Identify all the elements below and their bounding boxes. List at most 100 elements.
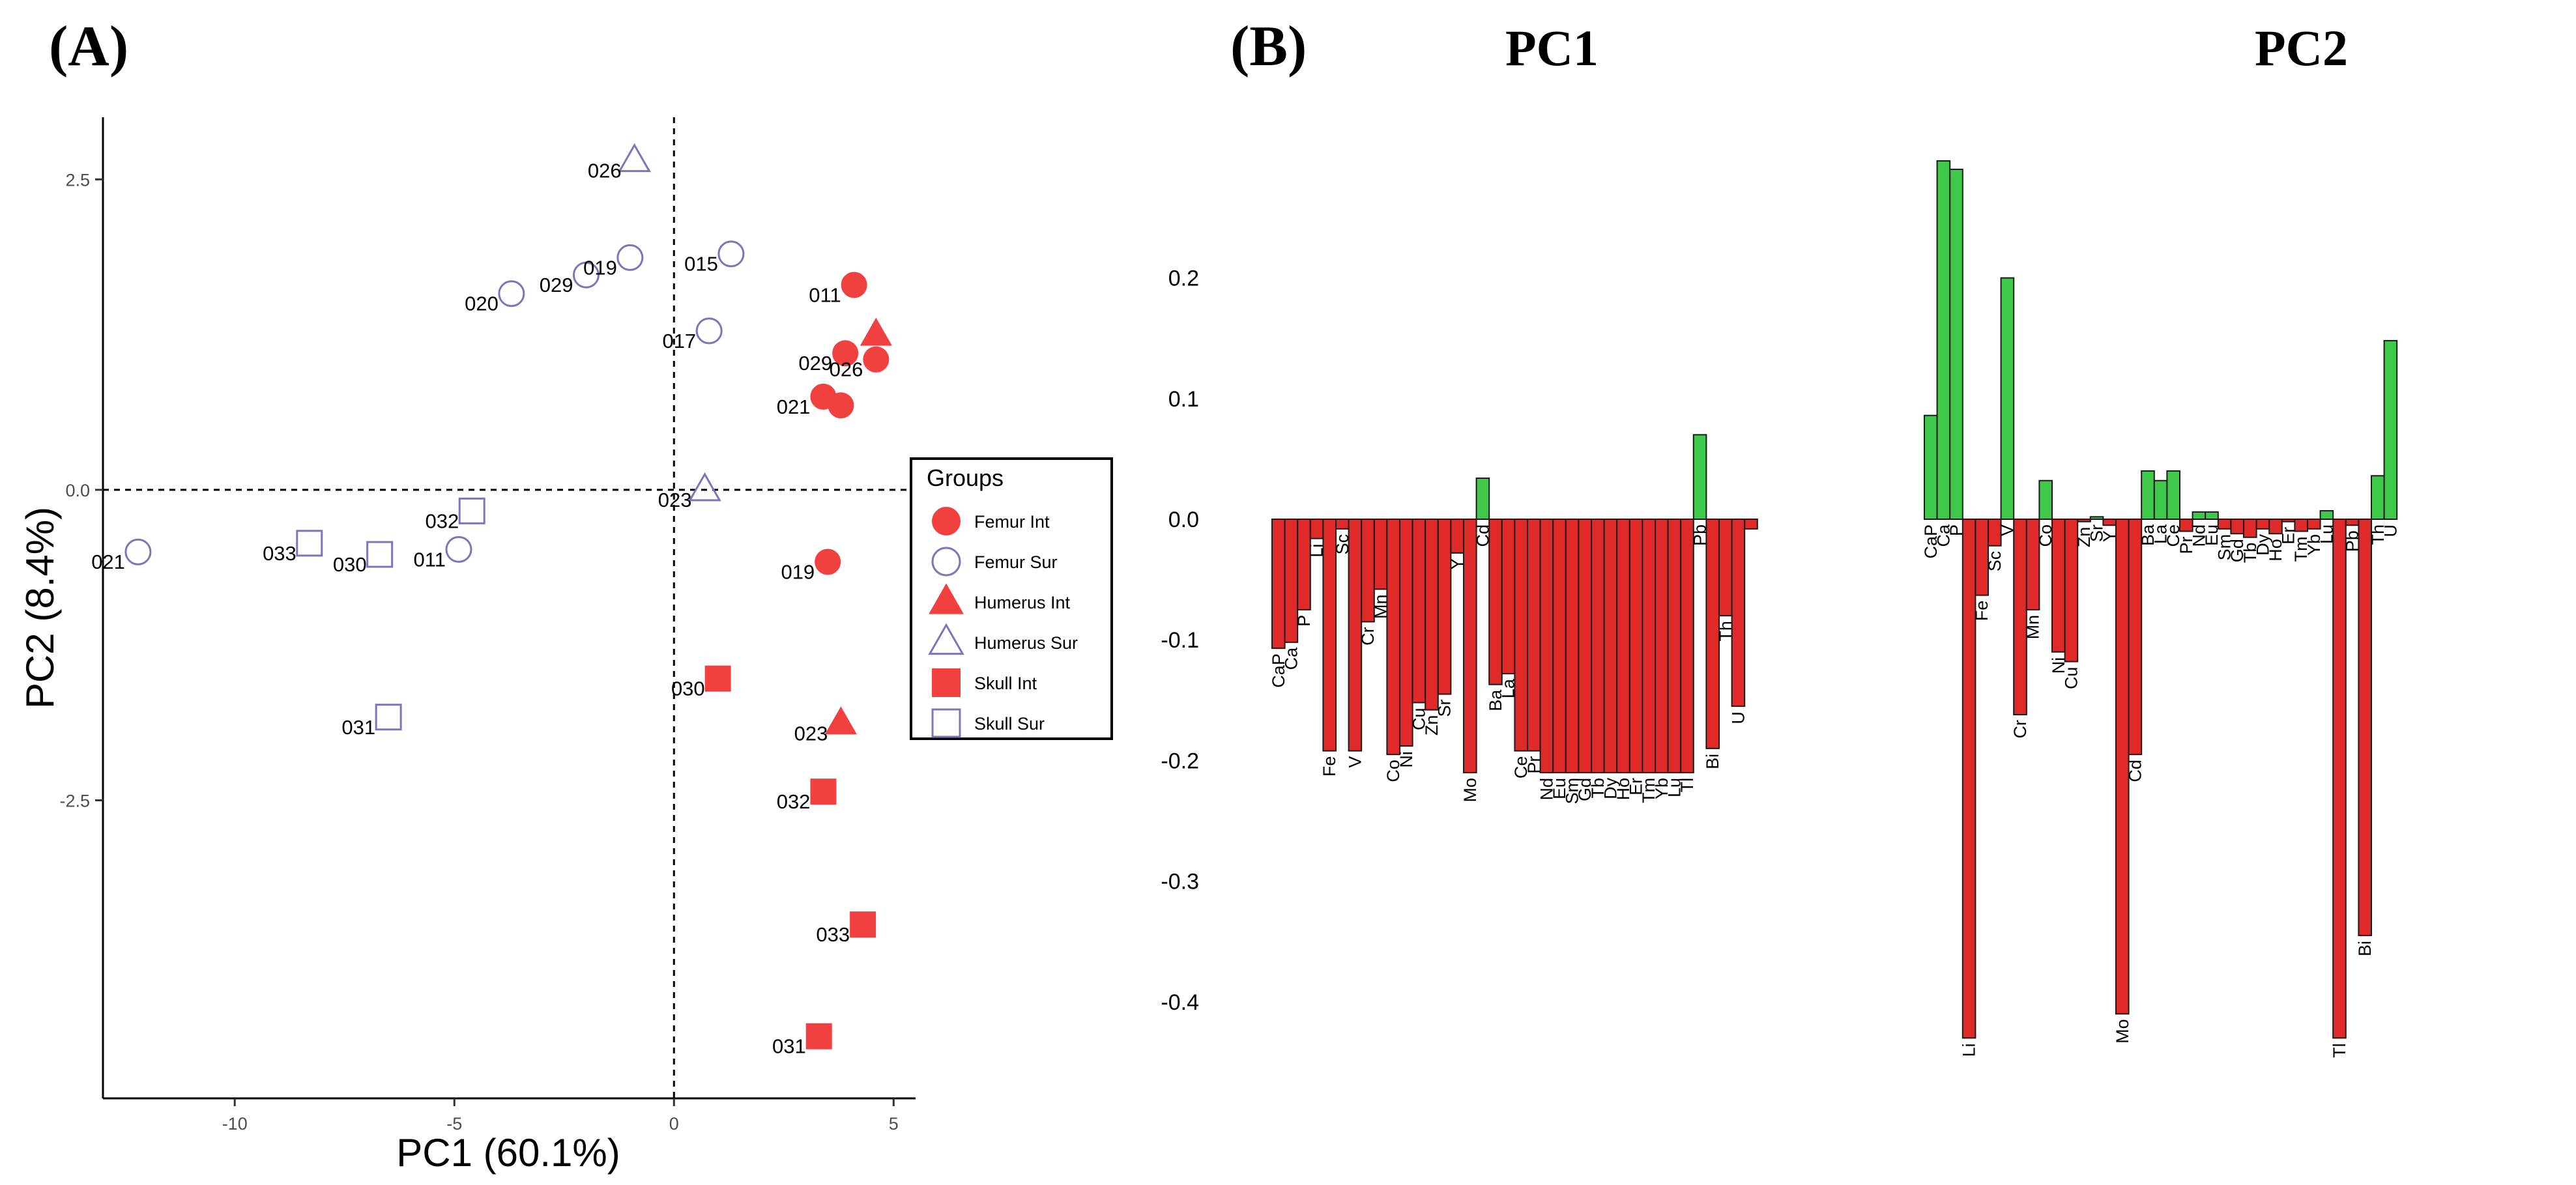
pc1-bar [1655,519,1669,773]
pc2-element-label: Mn [2023,615,2043,640]
pc2-bar [2383,339,2398,520]
scatter-point [618,143,651,173]
pc2-bar [1988,519,2002,547]
point-label: 020 [465,293,499,315]
x-tick-label: 5 [889,1114,899,1134]
pc2-bar [2013,519,2027,716]
panel-a-label: (A) [49,15,128,78]
pc2-element-label: Bi [2355,941,2375,956]
pc1-bar [1527,519,1541,752]
pc1-bar [1411,519,1426,704]
pc2-element-label: Dy [2253,534,2272,555]
pc2-element-label: Nd [2189,524,2208,547]
pc1-bar [1680,519,1694,773]
pc1-element-label: Ho [1614,778,1633,801]
pc2-bar [2179,519,2193,532]
x-tick-label: -5 [446,1114,462,1134]
legend-key [928,623,964,655]
point-label: 033 [263,542,297,565]
scatter-point [498,280,525,307]
y-tick-label: 0.0 [65,481,90,500]
pc1-element-label: Mo [1460,778,1480,803]
pc1-bar [1603,519,1618,773]
pc2-element-label: Ho [2266,539,2285,562]
point-label: 032 [425,509,459,532]
bar-y-tick-label: 0.0 [1168,507,1199,532]
loadings-bar-charts: 0.20.10.0-0.1-0.2-0.3-0.4 CaPCaPLiFeScVC… [1161,160,2400,1058]
pc2-bar [2268,519,2283,535]
pc2-bar [2332,519,2347,1039]
pc2-bar [2294,519,2308,532]
pc2-element-label: Cd [2125,760,2145,782]
pc2-element-label: P [1946,524,1966,536]
legend-key [932,668,961,697]
pc2-element-label: V [1997,524,2017,536]
pc1-element-label: Eu [1550,778,1569,799]
pc1-bar [1667,519,1682,773]
pc1-element-label: Yb [1652,778,1672,799]
pc1-bar [1744,519,1758,530]
pc2-bar [2281,519,2296,522]
pc2-element-label: Y [2100,530,2119,542]
y-tick-label: -2.5 [59,791,90,810]
pc2-bar [2051,519,2066,653]
pc2-element-label: Sm [2215,534,2235,561]
pc1-element-label: Nd [1537,778,1556,801]
pc1-bar [1692,434,1707,520]
point-label: 030 [671,678,705,700]
pc2-bar [2102,519,2117,526]
pc2-bar [2077,519,2091,522]
scatter-point [572,261,600,289]
pc1-bar [1628,519,1643,773]
point-label: 021 [777,395,811,418]
pc2-bar [2141,470,2155,520]
pc1-bar [1488,519,1503,685]
point-label: 026 [588,160,622,182]
pc2-bar [2089,516,2104,521]
pc2-bar-chart: CaPCaPLiFeScVCrMnCoNiCuZnSrYMoCdBaLaCePr… [1921,160,2400,1058]
pc2-title: PC2 [2255,20,2348,76]
point-label: 011 [414,548,446,571]
pc1-element-label: Fe [1320,756,1339,777]
x-ticks: -10 -5 0 5 [222,1098,899,1134]
pc2-element-label: Li [1960,1043,1979,1057]
pc1-element-label: Ce [1511,756,1531,779]
pc2-bar [2166,470,2180,520]
pc1-element-label: Sm [1563,778,1582,805]
pc2-element-label: Tl [2330,1043,2349,1058]
pc1-bar [1731,519,1746,707]
scatter-points [124,143,892,1049]
pc1-bar [1271,519,1286,650]
pc2-bar [2064,519,2079,663]
pc1-element-label: Y [1447,558,1467,570]
pc1-bar [1552,519,1567,773]
pc1-bar [1437,519,1452,695]
legend-label: Femur Sur [974,552,1058,572]
pc1-bar [1591,519,1605,773]
pc2-element-label: Ba [2138,524,2158,546]
scatter-point [695,317,723,345]
point-labels: 0110260290210190150190290200170110210230… [91,160,863,1058]
bar-y-tick-label: 0.1 [1168,387,1199,412]
pc2-element-label: Ca [1933,524,1953,547]
legend-label: Skull Int [974,674,1037,693]
point-label: 021 [91,550,125,573]
pc2-element-label: U [2381,524,2400,537]
scatter-point [717,240,745,268]
pc2-element-label: Tb [2240,543,2260,564]
pc1-element-label: Li [1307,544,1327,558]
pc2-bar [2307,519,2321,530]
pc2-element-label: Sc [1985,551,2004,572]
pc1-element-label: P [1294,615,1314,627]
pc2-element-label: CaP [1921,524,1941,559]
pc2-element-label: Zn [2074,527,2094,548]
point-label: 011 [809,283,841,306]
pc2-bar [2000,277,2015,520]
pc2-element-label: Cu [2061,667,2081,690]
pc2-element-label: Yb [2304,534,2324,556]
legend-label: Skull Sur [974,714,1045,734]
pc1-element-label: Tl [1677,778,1697,793]
scatter-point [810,778,837,805]
pc2-bar [2217,519,2232,530]
